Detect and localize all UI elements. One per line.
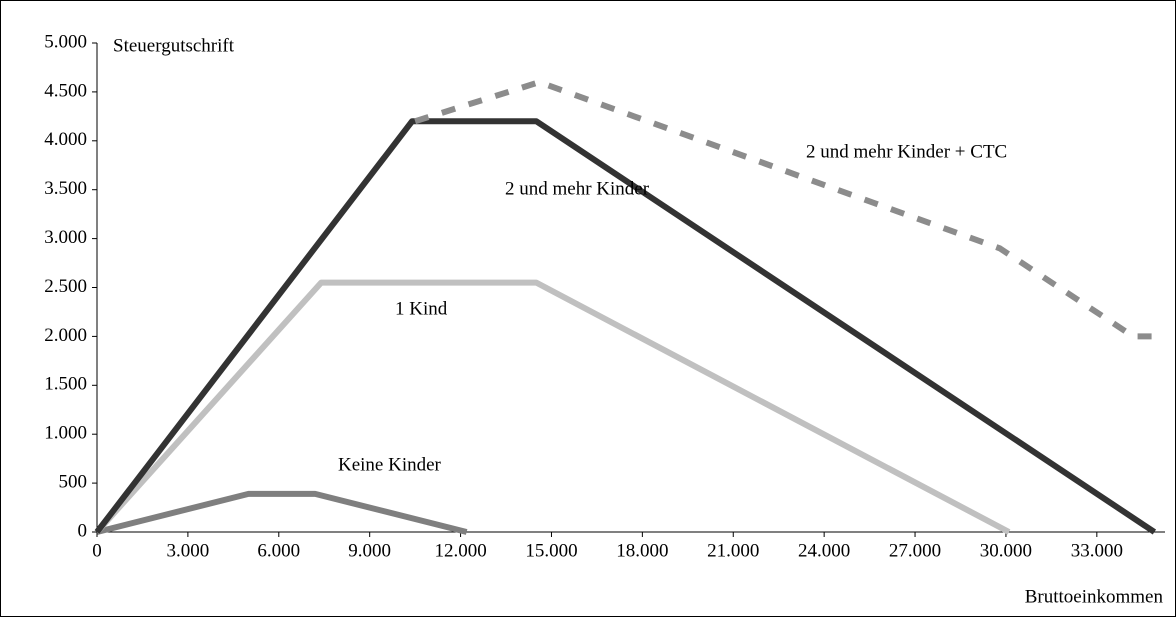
series-line bbox=[96, 490, 468, 535]
x-tick-label: 3.000 bbox=[167, 540, 210, 561]
y-tick-label: 5.000 bbox=[44, 31, 87, 52]
series-label: 1 Kind bbox=[395, 298, 448, 319]
series-label: 2 und mehr Kinder + CTC bbox=[806, 141, 1007, 162]
y-tick-label: 4.500 bbox=[44, 80, 87, 101]
y-tick-label: 500 bbox=[59, 471, 88, 492]
x-tick-label: 30.000 bbox=[980, 540, 1032, 561]
y-tick-label: 3.000 bbox=[44, 227, 87, 248]
series-line bbox=[94, 118, 1157, 535]
y-tick-label: 1.000 bbox=[44, 423, 87, 444]
x-tick-label: 24.000 bbox=[798, 540, 850, 561]
series-label: 2 und mehr Kinder bbox=[505, 178, 650, 199]
x-tick-label: 18.000 bbox=[616, 540, 668, 561]
y-tick-label: 0 bbox=[78, 520, 88, 541]
y-axis-label: Steuergutschrift bbox=[113, 35, 235, 56]
y-tick-label: 3.500 bbox=[44, 178, 87, 199]
y-tick-label: 4.000 bbox=[44, 129, 87, 150]
x-tick-label: 15.000 bbox=[525, 540, 577, 561]
x-tick-label: 27.000 bbox=[889, 540, 941, 561]
series-line bbox=[94, 279, 1011, 535]
series-label: Keine Kinder bbox=[338, 454, 442, 475]
x-axis-label: Bruttoeinkommen bbox=[1025, 586, 1164, 607]
x-tick-label: 21.000 bbox=[707, 540, 759, 561]
x-tick-label: 0 bbox=[92, 540, 102, 561]
series-line bbox=[414, 79, 1161, 340]
y-tick-label: 2.000 bbox=[44, 325, 87, 346]
y-tick-label: 2.500 bbox=[44, 276, 87, 297]
y-tick-label: 1.500 bbox=[44, 374, 87, 395]
x-tick-label: 6.000 bbox=[257, 540, 300, 561]
x-tick-label: 12.000 bbox=[434, 540, 486, 561]
x-tick-label: 9.000 bbox=[348, 540, 391, 561]
x-tick-label: 33.000 bbox=[1071, 540, 1123, 561]
